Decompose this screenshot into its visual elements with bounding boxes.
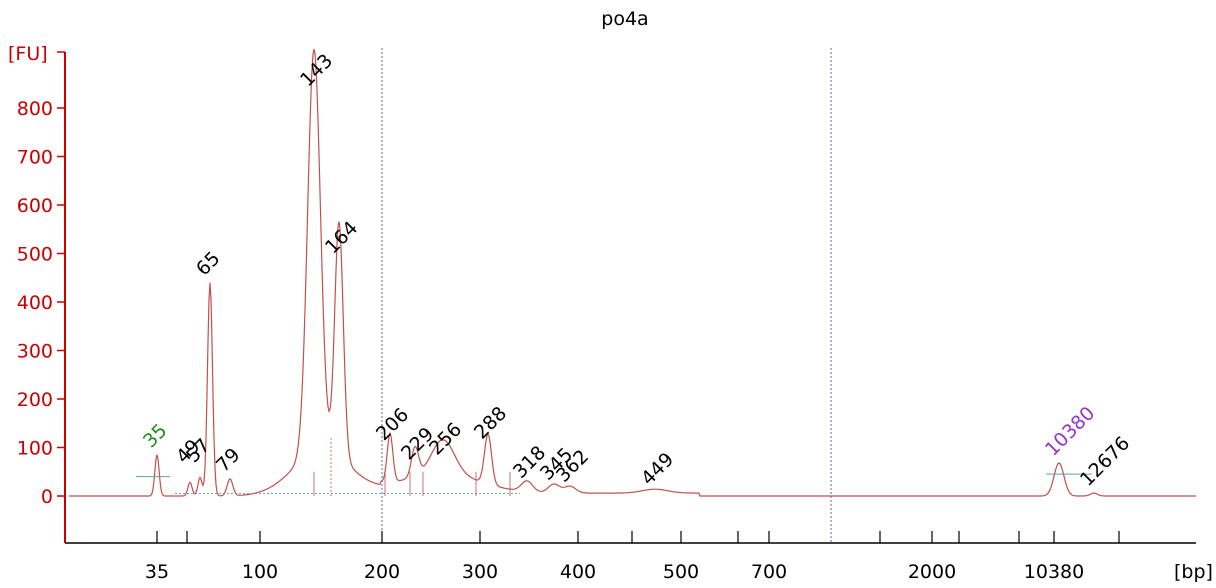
x-tick-label: 500	[663, 561, 699, 583]
peak-label-143: 143	[296, 50, 337, 91]
x-axis-unit-label: [bp]	[1174, 561, 1213, 583]
y-tick-label: 500	[17, 244, 53, 266]
y-tick-label: 700	[17, 147, 53, 169]
chart-title: po4a	[601, 8, 648, 30]
peak-label-10380: 10380	[1041, 402, 1099, 460]
y-tick-label: 100	[17, 438, 53, 460]
y-tick-label: 0	[41, 486, 53, 508]
y-tick-label: 300	[17, 341, 53, 363]
y-tick-label: 800	[17, 98, 53, 120]
trace-line	[69, 48, 1196, 497]
peak-label-288: 288	[470, 402, 511, 443]
x-tick-label: 400	[560, 561, 596, 583]
x-tick-label: 200	[364, 561, 400, 583]
x-axis-ticks: 35 100 200 300 400 500 700 2000 10380	[145, 531, 1120, 583]
peak-label-79: 79	[212, 444, 245, 477]
region-dividers	[381, 48, 832, 543]
x-tick-label: 100	[242, 561, 278, 583]
y-tick-label: 200	[17, 389, 53, 411]
x-tick-label: 2000	[908, 561, 956, 583]
x-tick-label: 300	[462, 561, 498, 583]
y-axis-unit-label: [FU]	[8, 43, 48, 65]
y-tick-label: 400	[17, 292, 53, 314]
peak-label-164: 164	[321, 217, 362, 258]
peak-label-35: 35	[139, 420, 172, 453]
y-tick-label: 600	[17, 195, 53, 217]
peak-label-65: 65	[192, 247, 225, 280]
peak-label-449: 449	[637, 448, 678, 489]
signal-trace	[69, 48, 1196, 497]
x-tick-label: 700	[751, 561, 787, 583]
y-axis-ticks: 0 100 200 300 400 500 600 700 800	[17, 51, 65, 508]
axes	[64, 52, 1196, 544]
x-tick-label: 35	[145, 561, 169, 583]
x-tick-label: 10380	[1024, 561, 1084, 583]
peak-label-12676: 12676	[1076, 432, 1134, 490]
